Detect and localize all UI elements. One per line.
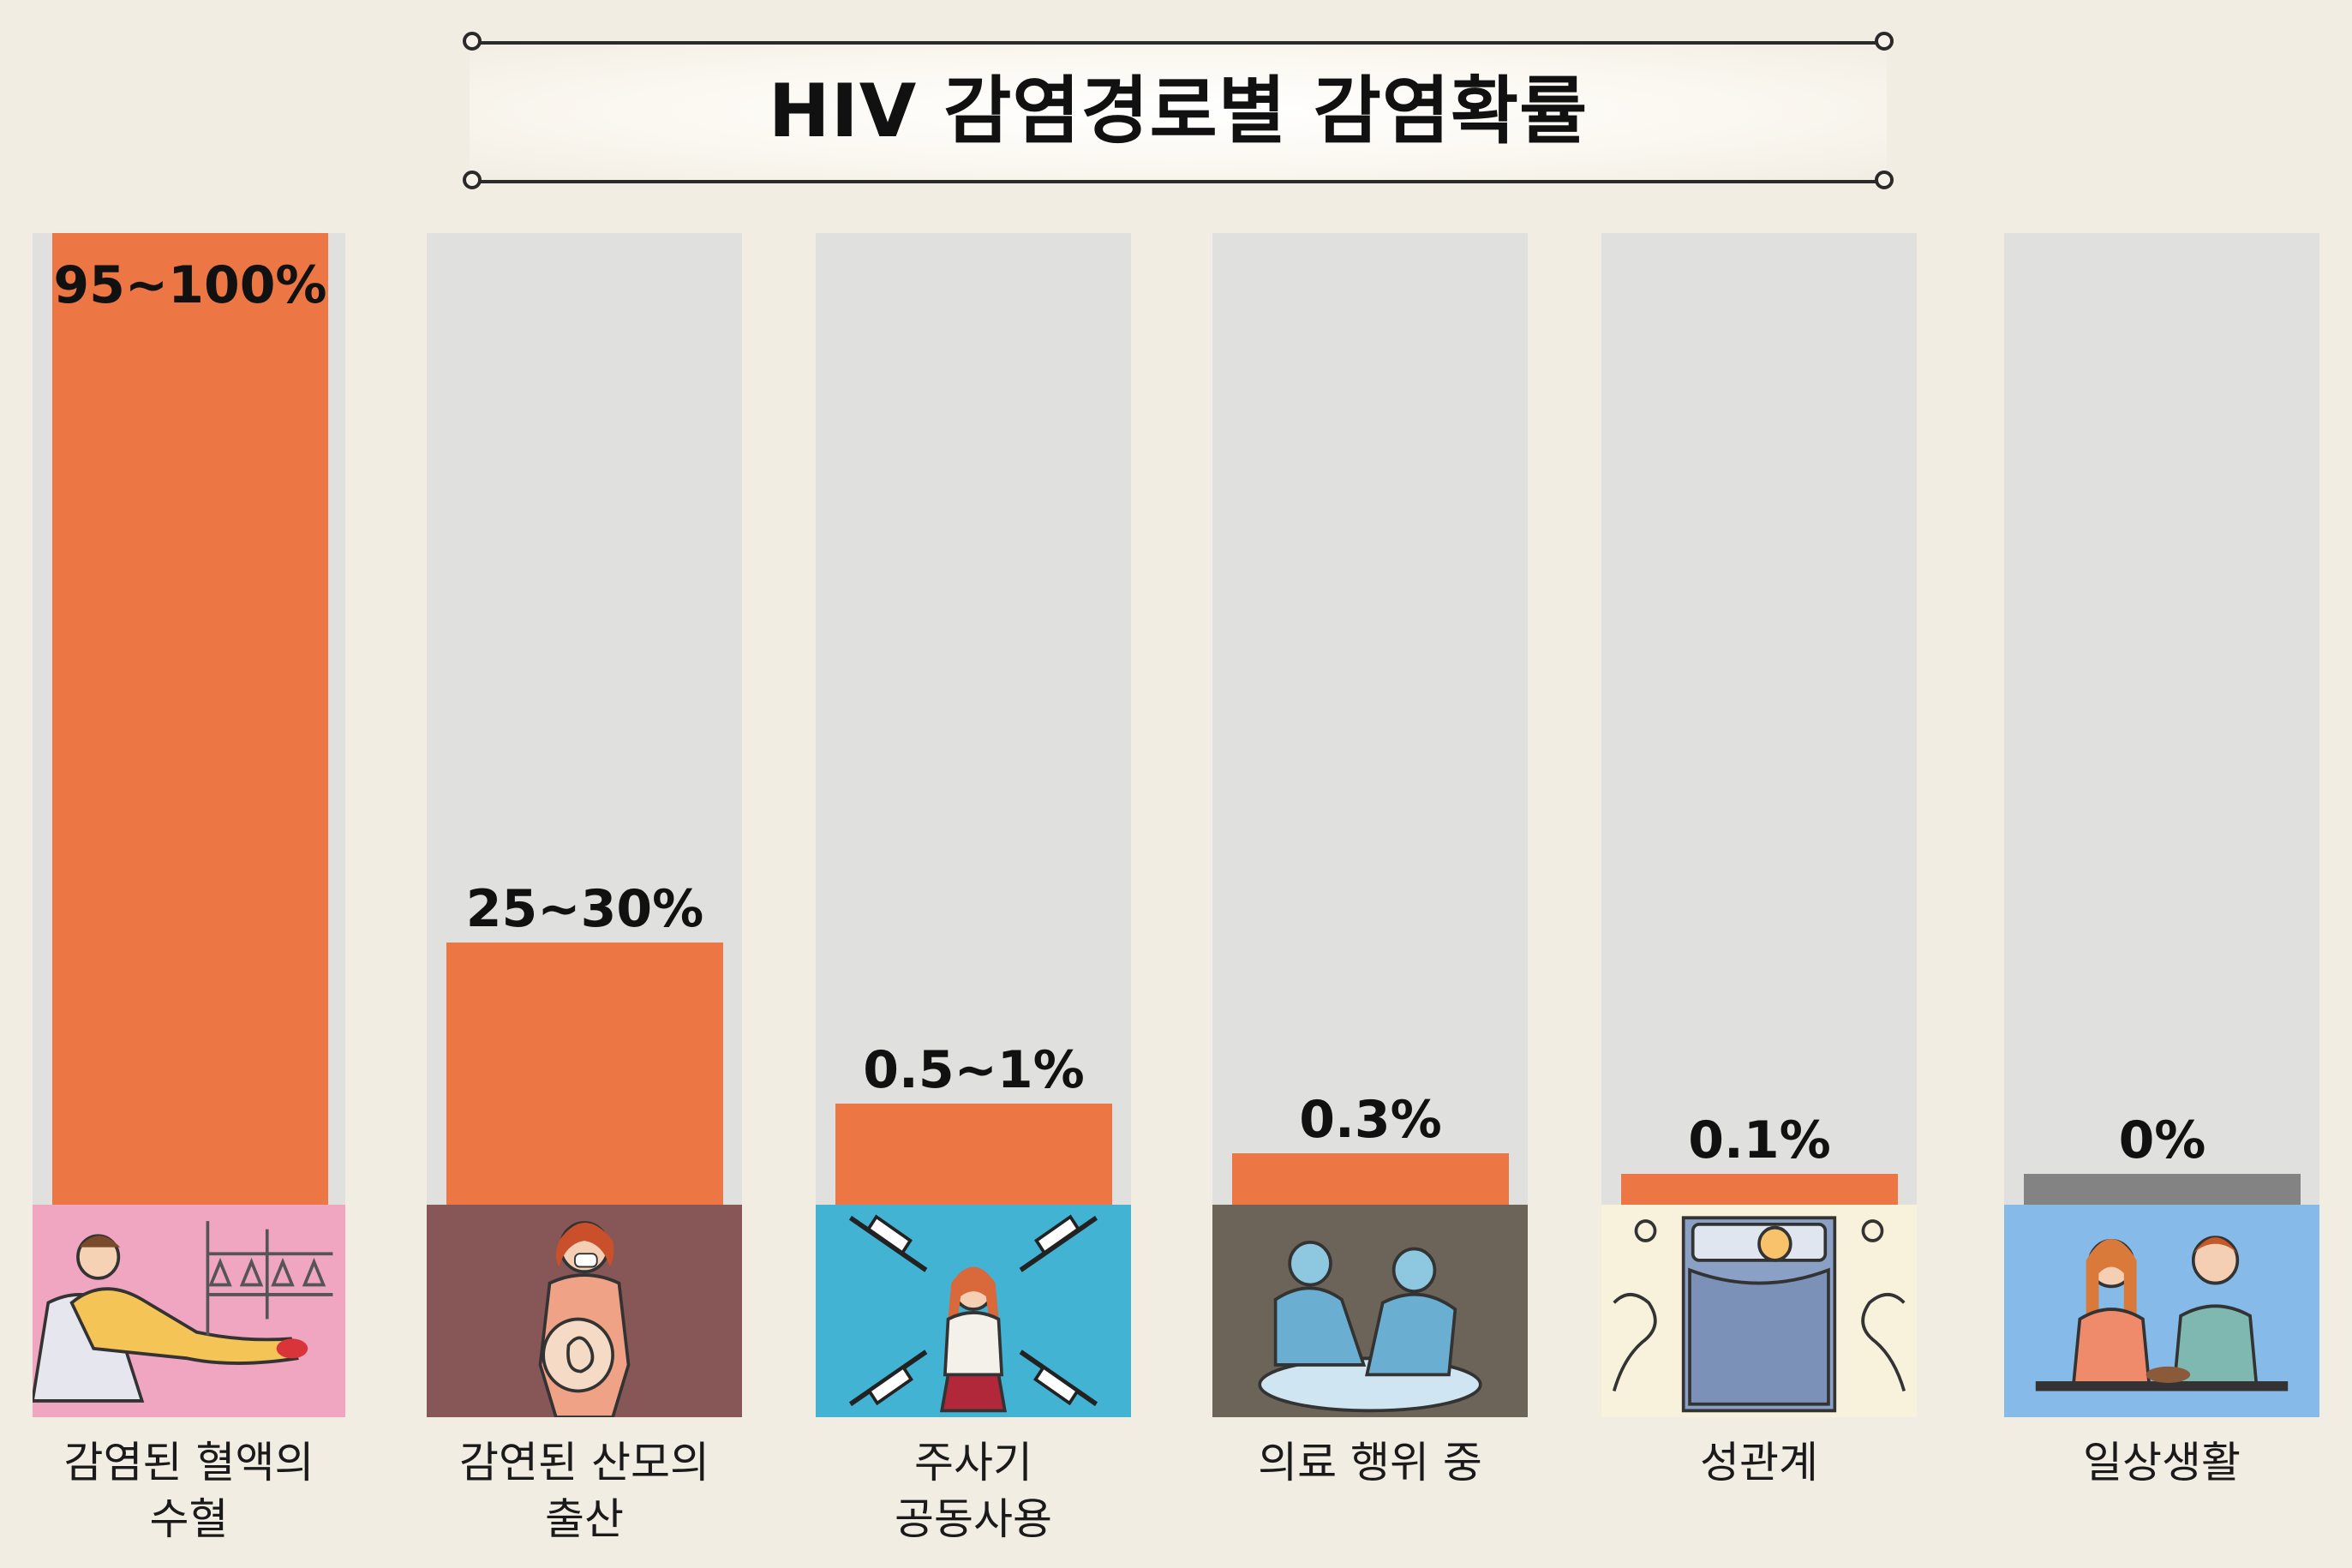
rule-end-dot (463, 171, 482, 189)
pregnant-mother-icon (427, 1205, 742, 1417)
rule-end-dot (1875, 171, 1894, 189)
value-label: 0.5~1% (863, 1040, 1085, 1100)
bar (446, 943, 723, 1205)
value-label: 95~100% (53, 255, 327, 315)
bar (1232, 1153, 1509, 1205)
bar-track (2004, 233, 2319, 1205)
bar (835, 1104, 1112, 1205)
title-rule-top (471, 41, 1885, 45)
bar-track (1601, 233, 1917, 1205)
value-label: 0% (2118, 1110, 2206, 1170)
syringes-icon (816, 1205, 1131, 1417)
category-label: 감염된 혈액의 수혈 (63, 1438, 314, 1544)
bar-track (1212, 233, 1528, 1205)
rule-end-dot (463, 32, 482, 51)
category-label: 감연된 산모의 출산 (459, 1438, 709, 1544)
rule-end-dot (1875, 32, 1894, 51)
value-label: 25~30% (465, 879, 704, 939)
value-label: 0.1% (1688, 1110, 1831, 1170)
couple-eating-icon (2004, 1205, 2319, 1417)
bar (2024, 1174, 2301, 1205)
title-rule-bottom (471, 180, 1885, 183)
bar (1621, 1174, 1898, 1205)
category-label: 일상생활 (2083, 1438, 2241, 1487)
category-label: 의료 행위 중 (1258, 1438, 1482, 1487)
value-label: 0.3% (1299, 1090, 1442, 1150)
bed-couple-icon (1601, 1205, 1917, 1417)
blood-transfusion-icon (33, 1205, 345, 1417)
category-label: 주사기 공동사용 (895, 1438, 1052, 1544)
title-banner: HIV 감염경로별 감염확률 (463, 32, 1894, 189)
category-label: 성관계 (1700, 1438, 1818, 1487)
surgeons-icon (1212, 1205, 1528, 1417)
chart-title: HIV 감염경로별 감염확률 (768, 69, 1589, 154)
bar-track (816, 233, 1131, 1205)
bar (52, 233, 328, 1205)
